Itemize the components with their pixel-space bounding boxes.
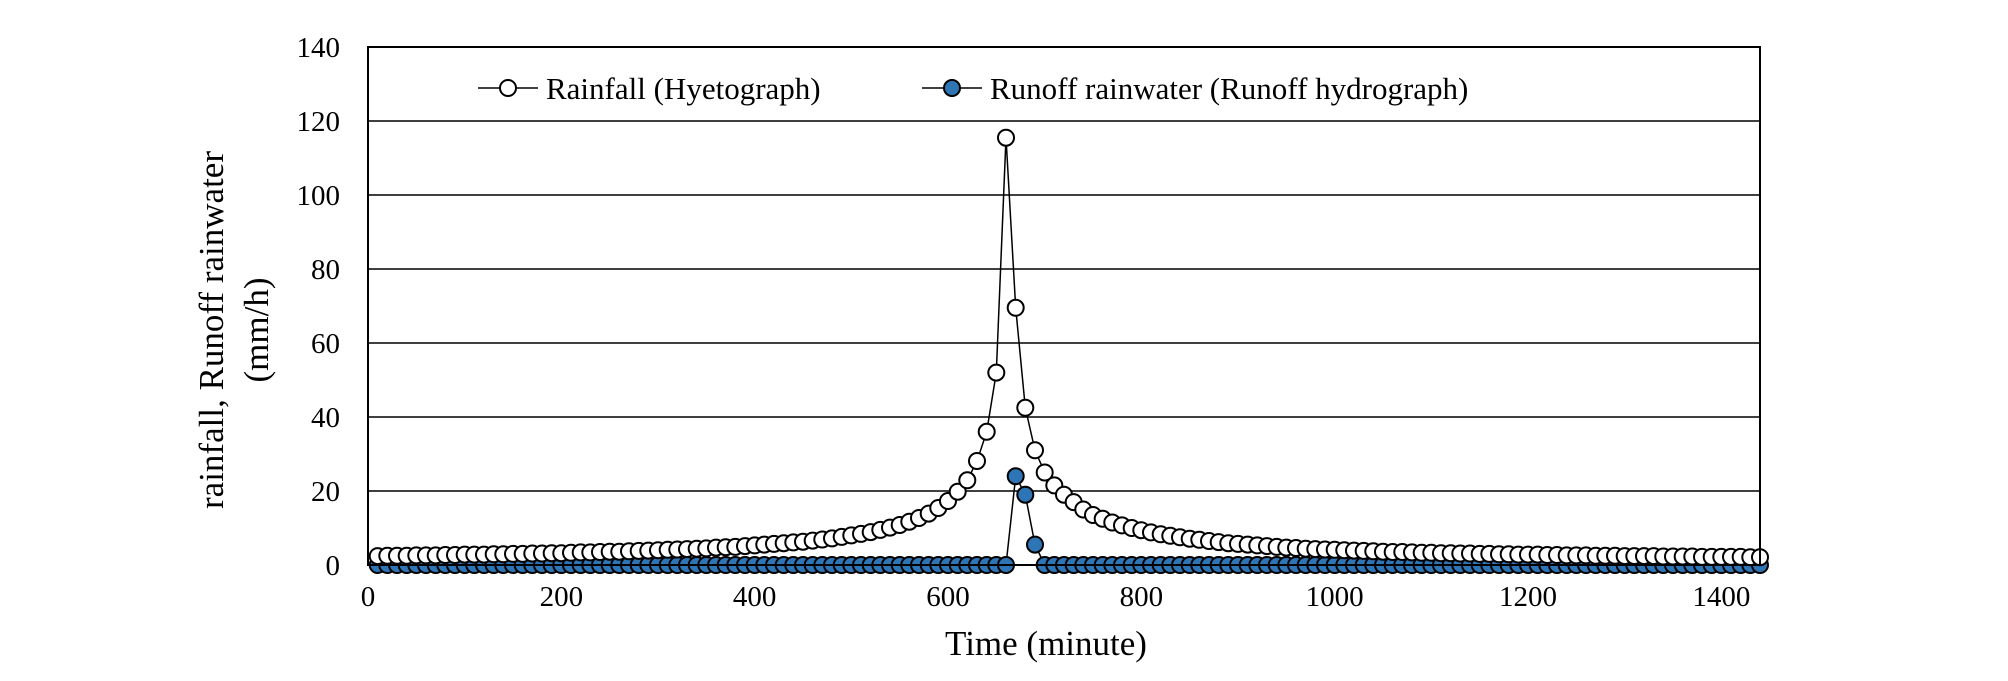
series-0-point-63: [977, 422, 996, 441]
y-tick-label-20: 20: [311, 476, 340, 508]
legend-label-rainfall: Rainfall (Hyetograph): [546, 71, 821, 106]
x-tick-label-800: 800: [1120, 581, 1164, 613]
x-tick-label-0: 0: [361, 581, 376, 613]
legend-item-rainfall: Rainfall (Hyetograph): [478, 71, 821, 106]
legend-marker-rainfall: [499, 79, 517, 97]
x-axis-tick-labels: 0 200 400 600 800 1000 1200 1400: [361, 581, 1751, 613]
x-tick-label-1400: 1400: [1692, 581, 1750, 613]
x-tick-label-200: 200: [540, 581, 584, 613]
y-tick-label-80: 80: [311, 254, 340, 286]
y-tick-label-60: 60: [311, 328, 340, 360]
plot-area-frame: [367, 46, 1761, 566]
series-1-point-66: [1006, 467, 1025, 486]
y-tick-label-100: 100: [297, 180, 341, 212]
legend-marker-runoff: [943, 79, 961, 97]
y-axis-title-line-2: (mm/h): [237, 278, 276, 383]
series-0-point-68: [1026, 441, 1044, 460]
y-tick-label-40: 40: [311, 402, 340, 434]
series-0-point-69: [1035, 463, 1054, 482]
series-0-point-65: [997, 128, 1015, 147]
x-tick-label-400: 400: [733, 581, 777, 613]
series-0-point-66: [1006, 298, 1025, 317]
series-markers: [368, 128, 1769, 574]
y-tick-label-140: 140: [297, 32, 341, 64]
series-0-point-67: [1016, 398, 1035, 417]
y-tick-label-120: 120: [297, 106, 341, 138]
legend: Rainfall (Hyetograph) Runoff rainwater (…: [478, 71, 1468, 106]
x-tick-label-1200: 1200: [1499, 581, 1557, 613]
x-tick-label-1000: 1000: [1306, 581, 1364, 613]
series-0-point-60: [948, 482, 967, 501]
series-1-point-68: [1026, 535, 1044, 554]
y-axis-tick-labels: 0 20 40 60 80 100 120 140: [297, 32, 341, 582]
series-0-point-61: [958, 471, 977, 490]
gridlines: [368, 120, 1760, 492]
x-axis-title: Time (minute): [945, 624, 1147, 663]
legend-item-runoff: Runoff rainwater (Runoff hydrograph): [922, 71, 1468, 106]
y-tick-label-0: 0: [326, 550, 341, 582]
series-1-point-67: [1016, 485, 1035, 504]
y-axis-title-line-1: rainfall, Runoff rainwater: [192, 151, 231, 509]
x-tick-label-600: 600: [926, 581, 970, 613]
series-0-point-64: [987, 363, 1006, 382]
legend-label-runoff: Runoff rainwater (Runoff hydrograph): [990, 71, 1468, 106]
series-0-point-62: [968, 452, 986, 470]
